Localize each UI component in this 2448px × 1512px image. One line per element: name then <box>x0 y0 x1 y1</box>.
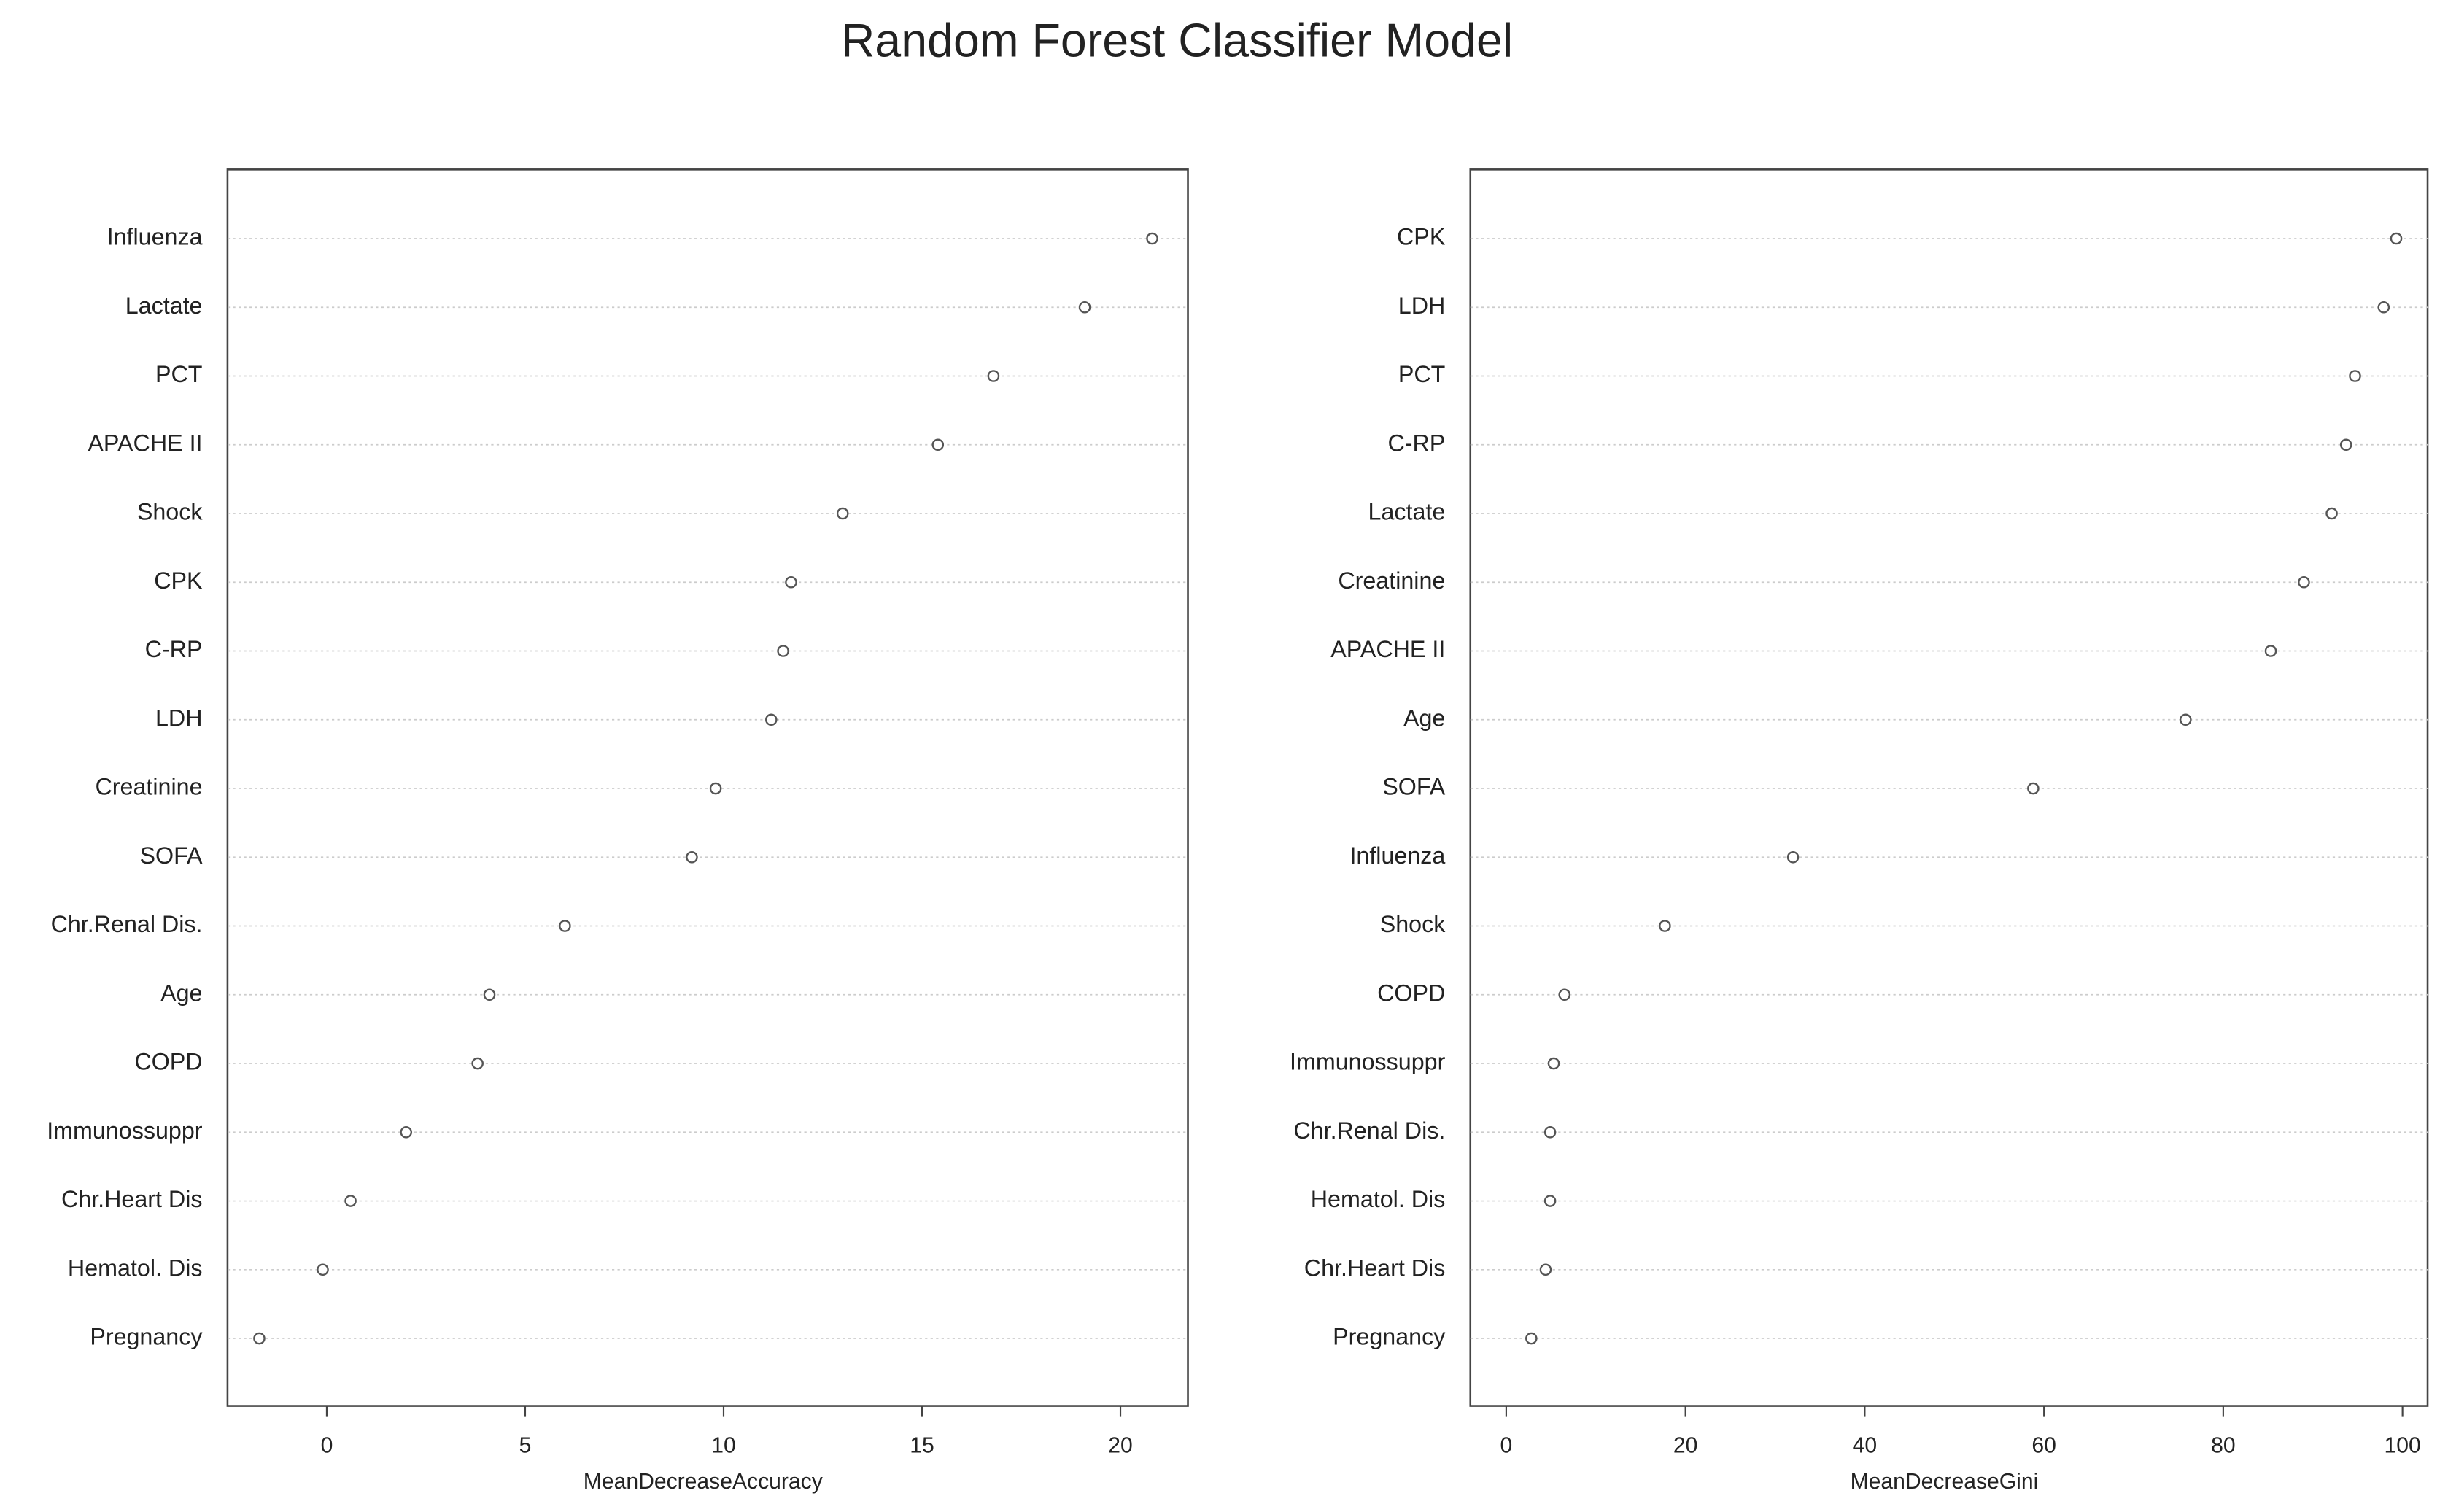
category-label: COPD <box>134 1049 202 1075</box>
category-label: COPD <box>1377 980 1445 1006</box>
dot <box>1659 920 1671 932</box>
category-label: Shock <box>137 499 204 525</box>
dot <box>1078 301 1091 314</box>
dot <box>1543 1195 1557 1207</box>
category-label: C-RP <box>145 636 203 662</box>
category-label: Pregnancy <box>1333 1324 1446 1350</box>
dot <box>471 1057 484 1070</box>
figure-title: Random Forest Classifier Model <box>841 14 1513 66</box>
dot <box>317 1263 329 1276</box>
dot <box>2027 782 2040 795</box>
dot <box>1539 1263 1552 1276</box>
dot <box>2298 575 2310 589</box>
category-label: Lactate <box>1368 499 1446 525</box>
x-axis-label: MeanDecreaseAccuracy <box>584 1470 823 1494</box>
category-label: SOFA <box>1382 774 1446 800</box>
dot <box>559 920 571 932</box>
category-label: Age <box>160 980 202 1006</box>
x-tick-label: 80 <box>2211 1433 2236 1457</box>
category-label: Lactate <box>125 292 203 319</box>
x-axis-label: MeanDecreaseGini <box>1851 1470 2039 1494</box>
dot <box>1558 988 1571 1001</box>
dot <box>785 575 797 589</box>
category-label: SOFA <box>139 842 203 869</box>
dot <box>1543 1126 1557 1139</box>
category-label: Chr.Renal Dis. <box>1293 1117 1445 1144</box>
dot <box>2349 370 2361 382</box>
category-label: Hematol. Dis <box>1311 1186 1446 1212</box>
x-tick-label: 100 <box>2385 1433 2421 1457</box>
x-tick-label: 15 <box>910 1433 934 1457</box>
x-tick-label: 20 <box>1673 1433 1698 1457</box>
dot <box>1146 232 1158 245</box>
dot <box>483 988 496 1001</box>
category-label: LDH <box>1398 292 1446 319</box>
category-label: Influenza <box>1349 842 1445 869</box>
dot <box>764 713 778 726</box>
category-label: Immunossuppr <box>1290 1049 1446 1075</box>
dot <box>777 645 789 657</box>
category-label: Shock <box>1380 911 1446 937</box>
dot <box>2179 713 2192 726</box>
plot-frame <box>226 168 1189 1407</box>
dot <box>2264 645 2277 657</box>
category-label: C-RP <box>1387 430 1445 456</box>
category-label: Creatinine <box>1338 567 1445 594</box>
x-tick-label: 10 <box>711 1433 736 1457</box>
x-tick-label: 20 <box>1108 1433 1132 1457</box>
category-label: CPK <box>154 567 203 594</box>
category-label: CPK <box>1397 224 1446 250</box>
dot <box>709 782 722 795</box>
dot <box>2325 507 2338 520</box>
dot <box>931 438 945 451</box>
dot <box>2339 438 2352 451</box>
category-label: Chr.Heart Dis <box>1304 1255 1446 1281</box>
category-label: Pregnancy <box>90 1324 203 1350</box>
x-tick-label: 0 <box>321 1433 333 1457</box>
x-tick-label: 60 <box>2031 1433 2056 1457</box>
dot <box>2377 301 2390 314</box>
category-label: Chr.Heart Dis <box>61 1186 203 1212</box>
dot <box>1786 851 1800 864</box>
category-label: Age <box>1403 705 1445 731</box>
dot <box>1547 1057 1560 1070</box>
dot <box>1525 1332 1538 1345</box>
category-label: PCT <box>1398 361 1446 387</box>
category-label: Hematol. Dis <box>68 1255 203 1281</box>
dot <box>253 1332 266 1345</box>
dot <box>344 1195 357 1207</box>
x-tick-label: 5 <box>519 1433 532 1457</box>
category-label: Chr.Renal Dis. <box>51 911 203 937</box>
category-label: Creatinine <box>96 774 203 800</box>
category-label: LDH <box>155 705 203 731</box>
category-label: Immunossuppr <box>47 1117 203 1144</box>
dot <box>987 370 1000 382</box>
dot <box>400 1126 413 1139</box>
category-label: APACHE II <box>1330 636 1445 662</box>
dot <box>686 851 698 864</box>
plot-frame <box>1469 168 2429 1407</box>
category-label: APACHE II <box>88 430 202 456</box>
category-label: Influenza <box>107 224 203 250</box>
category-label: PCT <box>155 361 203 387</box>
x-tick-label: 0 <box>1500 1433 1513 1457</box>
dot <box>836 507 849 520</box>
dot <box>2390 232 2403 245</box>
x-tick-label: 40 <box>1853 1433 1878 1457</box>
